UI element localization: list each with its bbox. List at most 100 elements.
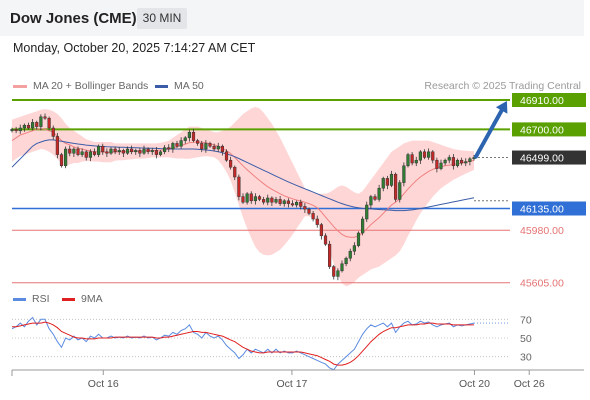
- level-label-5: 45605.00: [520, 278, 564, 290]
- candle: [10, 127, 14, 133]
- candle: [212, 143, 216, 152]
- rsi-panel: 70 50 30: [11, 314, 532, 371]
- time-axis: Oct 16 Oct 17 Oct 20 Oct 26: [11, 369, 584, 390]
- candle: [150, 147, 154, 155]
- candle: [142, 145, 146, 155]
- candle: [431, 150, 435, 164]
- candle: [427, 148, 431, 160]
- candle: [109, 147, 113, 155]
- candle: [167, 144, 171, 153]
- candle: [158, 150, 163, 157]
- legend-ma50: MA 50: [155, 80, 204, 92]
- level-label-3: 46135.00: [520, 204, 564, 216]
- candle: [191, 128, 196, 143]
- level-label-box-3: [512, 201, 586, 216]
- candle: [414, 156, 418, 167]
- legend-ma50-swatch: [155, 84, 168, 88]
- candle: [31, 119, 35, 131]
- candle: [385, 175, 389, 190]
- candle: [130, 145, 134, 155]
- rsi-line: [11, 316, 475, 371]
- time-tick-label-3: Oct 26: [514, 378, 545, 390]
- candle: [394, 172, 398, 202]
- candle: [266, 194, 270, 206]
- rsi-tick-1: 50: [520, 333, 532, 345]
- candle: [224, 149, 229, 162]
- candle: [216, 142, 220, 153]
- candle: [455, 158, 460, 168]
- candle: [328, 240, 332, 269]
- candle: [105, 148, 109, 157]
- candle: [175, 140, 179, 148]
- candle: [439, 159, 443, 171]
- candle: [398, 180, 402, 203]
- forecast-arrow-shaft: [474, 106, 505, 159]
- candle: [278, 196, 282, 206]
- candle: [373, 194, 377, 202]
- candle: [286, 198, 290, 208]
- candle: [315, 215, 319, 228]
- candle: [241, 193, 245, 204]
- candle: [47, 116, 51, 131]
- candle: [208, 141, 212, 148]
- candle: [303, 203, 307, 213]
- candle: [72, 147, 76, 157]
- ma20-line: [11, 128, 475, 238]
- candle: [220, 144, 224, 156]
- candle: [361, 216, 365, 236]
- candle: [295, 200, 299, 208]
- candle: [43, 113, 47, 120]
- candle: [262, 196, 266, 205]
- candle: [389, 170, 394, 188]
- candle: [92, 148, 97, 157]
- candle: [290, 200, 295, 207]
- moving-averages-layer: [11, 128, 475, 238]
- candle: [39, 114, 43, 131]
- candle: [443, 158, 447, 166]
- candle: [323, 233, 328, 246]
- legend-rsi-label: RSI: [32, 293, 50, 305]
- level-label-1: 46700.00: [520, 124, 564, 136]
- candle: [319, 222, 323, 240]
- candle: [154, 147, 158, 159]
- candle: [377, 184, 381, 202]
- ma50-line: [11, 139, 475, 212]
- candle: [253, 193, 257, 205]
- candle: [80, 148, 84, 157]
- candle: [307, 207, 311, 216]
- candle: [14, 126, 18, 134]
- candle: [299, 199, 303, 210]
- timeframe-badge[interactable]: 30 MIN: [137, 8, 187, 29]
- level-label-box-0: [512, 93, 586, 107]
- legend-ma20-label: MA 20 + Bollinger Bands: [33, 80, 149, 92]
- research-credit: Research © 2025 Trading Central: [424, 80, 581, 92]
- candle: [410, 152, 414, 166]
- candle: [451, 154, 455, 170]
- legend-ma20-swatch: [13, 84, 27, 88]
- rsi-ma9-line: [12, 321, 474, 366]
- candle: [418, 150, 422, 164]
- legend-ma20-bb: MA 20 + Bollinger Bands: [13, 80, 148, 92]
- level-labels-layer: 46910.00 46700.00 46499.00 46135.00 45980.00…: [474, 93, 586, 290]
- candle: [468, 157, 472, 166]
- candle: [257, 194, 262, 202]
- candle: [179, 137, 183, 149]
- candle: [435, 157, 439, 173]
- legend-ma9-swatch: [62, 297, 75, 301]
- candle: [68, 145, 72, 157]
- candle: [237, 174, 241, 201]
- rsi-tick-0: 70: [520, 314, 532, 326]
- time-tick-label-1: Oct 17: [276, 378, 307, 390]
- candle: [121, 148, 125, 157]
- candle: [22, 123, 26, 132]
- candle: [204, 140, 208, 153]
- rsi-tick-2: 30: [520, 352, 532, 364]
- level-label-box-2: [512, 150, 586, 165]
- candle: [336, 268, 340, 281]
- candle: [51, 125, 55, 140]
- candle: [270, 196, 274, 206]
- legend-ma9: 9MA: [62, 293, 103, 305]
- candle: [101, 143, 105, 155]
- time-tick-label-2: Oct 20: [459, 378, 490, 390]
